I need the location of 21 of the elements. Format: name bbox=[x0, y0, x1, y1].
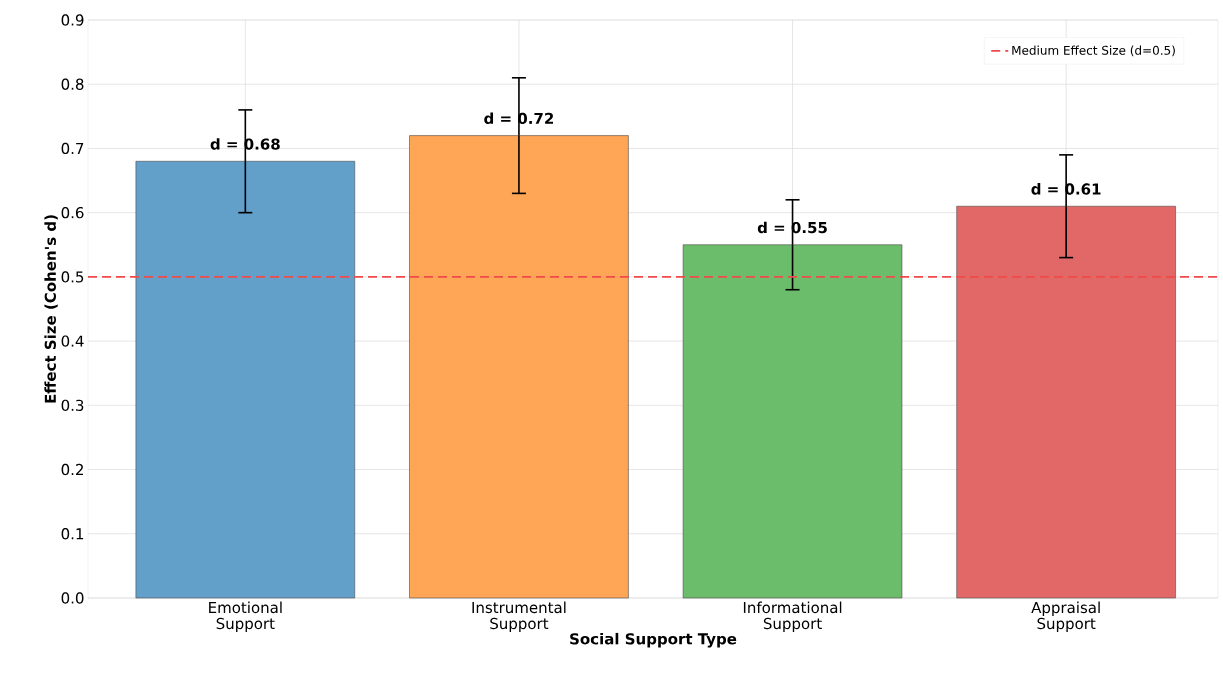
y-tick-label: 0.0 bbox=[61, 592, 84, 604]
legend-label: Medium Effect Size (d=0.5) bbox=[1012, 45, 1175, 57]
bar bbox=[409, 135, 629, 599]
y-tick-label: 0.5 bbox=[61, 271, 84, 283]
bar bbox=[682, 244, 903, 599]
bar bbox=[135, 160, 356, 599]
y-tick-label: 0.2 bbox=[61, 463, 83, 476]
x-tick-label: Emotional Support bbox=[209, 601, 282, 633]
y-tick-label: 0.9 bbox=[61, 14, 84, 26]
y-tick-label: 0.7 bbox=[61, 142, 84, 155]
y-tick-label: 0.8 bbox=[61, 78, 84, 90]
x-tick-label: Instrumental Support bbox=[472, 601, 566, 633]
y-tick-label: 0.4 bbox=[61, 335, 84, 347]
y-tick-label: 0.3 bbox=[61, 399, 84, 411]
y-tick-label: 0.6 bbox=[61, 206, 84, 219]
bar bbox=[956, 205, 1176, 599]
y-axis-title: Effect Size (Cohen's d) bbox=[44, 215, 58, 403]
x-tick-label: Appraisal Support bbox=[1031, 601, 1100, 633]
x-axis-title: Social Support Type bbox=[570, 632, 737, 648]
y-tick-label: 0.1 bbox=[61, 528, 84, 540]
x-tick-label: Informational Support bbox=[743, 601, 842, 633]
